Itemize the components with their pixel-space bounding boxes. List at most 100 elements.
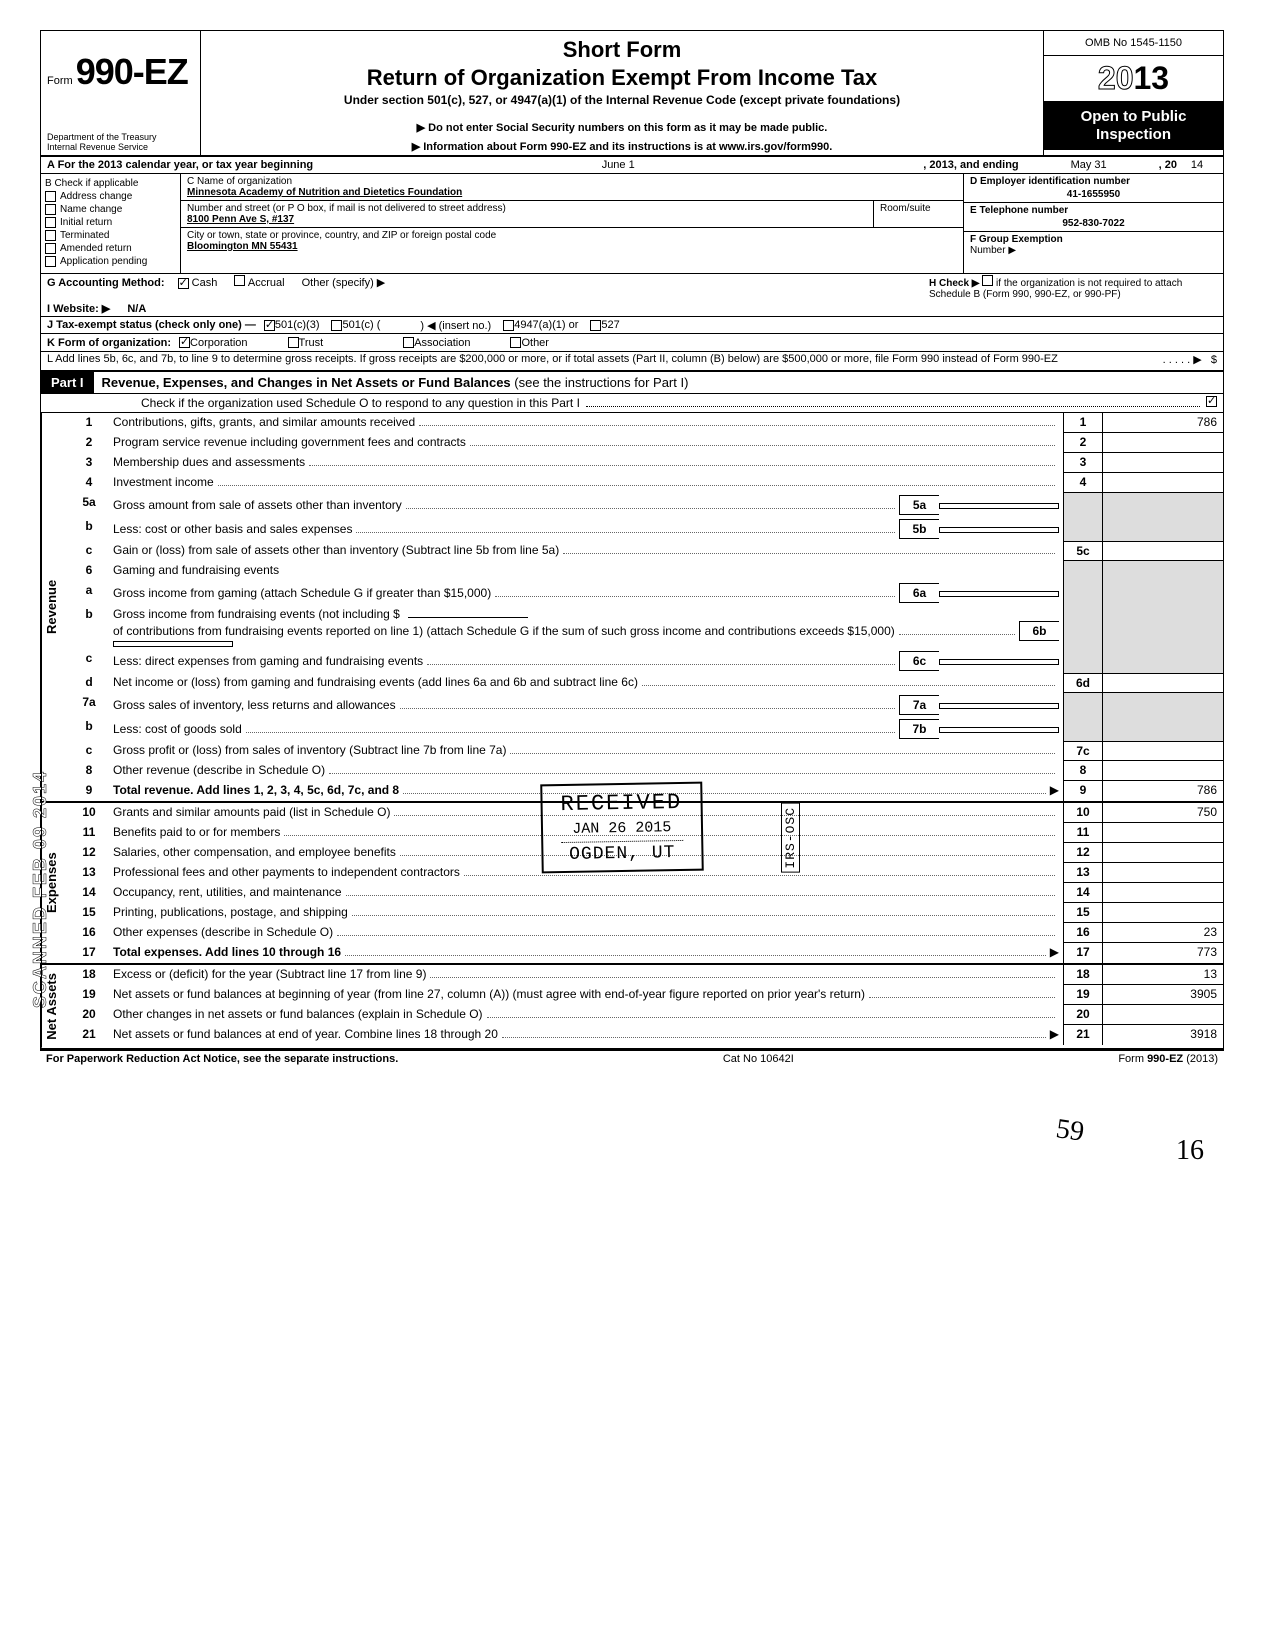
r5a-n: 5a bbox=[69, 493, 109, 517]
r5b-rn bbox=[1063, 517, 1103, 541]
j-501c3: 501(c)(3) bbox=[275, 319, 320, 331]
revenue-label: Revenue bbox=[41, 413, 69, 801]
i-label: I Website: ▶ bbox=[47, 303, 110, 315]
chk-name[interactable] bbox=[45, 204, 56, 215]
d-label: D Employer identification number bbox=[970, 176, 1130, 187]
r1-rn: 1 bbox=[1063, 413, 1103, 433]
r13-d: Professional fees and other payments to … bbox=[113, 865, 460, 879]
omb-number: OMB No 1545-1150 bbox=[1044, 31, 1223, 56]
r6a-in: 6a bbox=[899, 583, 939, 603]
r7b-n: b bbox=[69, 717, 109, 741]
room-label: Room/suite bbox=[873, 201, 963, 228]
r6a-iv bbox=[939, 591, 1059, 597]
lbl-name: Name change bbox=[60, 204, 122, 215]
r18-rn: 18 bbox=[1063, 965, 1103, 985]
j-label: J Tax-exempt status (check only one) — bbox=[47, 319, 256, 331]
r18-n: 18 bbox=[69, 965, 109, 985]
chk-other[interactable] bbox=[510, 337, 521, 348]
dept-irs: Internal Revenue Service bbox=[47, 143, 194, 153]
g-accrual: Accrual bbox=[248, 277, 285, 289]
sched-o-text: Check if the organization used Schedule … bbox=[141, 396, 580, 410]
r1-n: 1 bbox=[69, 413, 109, 433]
chk-4947[interactable] bbox=[503, 320, 514, 331]
r7a-in: 7a bbox=[899, 695, 939, 715]
r7b-iv bbox=[939, 727, 1059, 733]
chk-501c[interactable] bbox=[331, 320, 342, 331]
title-return: Return of Organization Exempt From Incom… bbox=[209, 65, 1035, 91]
r6d-d: Net income or (loss) from gaming and fun… bbox=[113, 675, 638, 689]
r6b-iv bbox=[113, 641, 233, 647]
k-other: Other bbox=[521, 337, 549, 349]
netassets-label: Net Assets bbox=[41, 965, 69, 1048]
r3-v bbox=[1103, 453, 1223, 473]
r9-v: 786 bbox=[1103, 781, 1223, 801]
form-number: Form 990-EZ bbox=[47, 51, 194, 93]
h-label: H Check ▶ bbox=[929, 278, 979, 289]
r15-n: 15 bbox=[69, 903, 109, 923]
k-label: K Form of organization: bbox=[47, 337, 171, 349]
c-city-label: City or town, state or province, country… bbox=[187, 230, 957, 241]
section-c: C Name of organization Minnesota Academy… bbox=[181, 174, 963, 273]
f-label: F Group Exemption bbox=[970, 234, 1063, 245]
r13-n: 13 bbox=[69, 863, 109, 883]
form-no: 990-EZ bbox=[76, 51, 188, 92]
r5a-v bbox=[1103, 493, 1223, 517]
lbl-terminated: Terminated bbox=[60, 230, 109, 241]
chk-amended[interactable] bbox=[45, 243, 56, 254]
part-i-title: Revenue, Expenses, and Changes in Net As… bbox=[102, 375, 511, 390]
public-inspection: Open to Public Inspection bbox=[1044, 102, 1223, 150]
c-name-label: C Name of organization bbox=[187, 176, 957, 187]
chk-527[interactable] bbox=[590, 320, 601, 331]
expenses-label: Expenses bbox=[41, 803, 69, 963]
chk-cash[interactable] bbox=[178, 278, 189, 289]
r7b-d: Less: cost of goods sold bbox=[113, 722, 242, 736]
org-city: Bloomington MN 55431 bbox=[187, 241, 957, 252]
f-label2: Number ▶ bbox=[970, 245, 1016, 256]
chk-trust[interactable] bbox=[288, 337, 299, 348]
r12-rn: 12 bbox=[1063, 843, 1103, 863]
title-short-form: Short Form bbox=[209, 37, 1035, 63]
r21-v: 3918 bbox=[1103, 1025, 1223, 1045]
info-note: ▶ Information about Form 990-EZ and its … bbox=[209, 140, 1035, 153]
r20-n: 20 bbox=[69, 1005, 109, 1025]
chk-corp[interactable] bbox=[179, 337, 190, 348]
r5b-in: 5b bbox=[899, 519, 939, 539]
chk-terminated[interactable] bbox=[45, 230, 56, 241]
r8-d: Other revenue (describe in Schedule O) bbox=[113, 763, 325, 777]
r5a-in: 5a bbox=[899, 495, 939, 515]
r6c-v bbox=[1103, 649, 1223, 673]
r6d-rn: 6d bbox=[1063, 673, 1103, 693]
r21-n: 21 bbox=[69, 1025, 109, 1045]
chk-h[interactable] bbox=[982, 275, 993, 286]
r13-rn: 13 bbox=[1063, 863, 1103, 883]
chk-accrual[interactable] bbox=[234, 275, 245, 286]
r5a-iv bbox=[939, 503, 1059, 509]
ein: 41-1655950 bbox=[970, 189, 1217, 200]
r5c-d: Gain or (loss) from sale of assets other… bbox=[113, 543, 559, 557]
r1-d: Contributions, gifts, grants, and simila… bbox=[113, 415, 415, 429]
line-a-yy: 14 bbox=[1177, 159, 1217, 171]
chk-initial[interactable] bbox=[45, 217, 56, 228]
r5b-v bbox=[1103, 517, 1223, 541]
line-a-end: May 31 bbox=[1019, 159, 1159, 171]
r7b-rn bbox=[1063, 717, 1103, 741]
r6b-d2: of contributions from fundraising events… bbox=[113, 624, 895, 638]
e-label: E Telephone number bbox=[970, 205, 1068, 216]
sched-o-line: Check if the organization used Schedule … bbox=[41, 394, 1223, 413]
r5b-n: b bbox=[69, 517, 109, 541]
chk-sched-o[interactable] bbox=[1206, 396, 1217, 407]
g-cash: Cash bbox=[192, 277, 218, 289]
r6-d: Gaming and fundraising events bbox=[113, 563, 279, 577]
website: N/A bbox=[127, 303, 146, 315]
chk-assoc[interactable] bbox=[403, 337, 414, 348]
r7c-d: Gross profit or (loss) from sales of inv… bbox=[113, 743, 506, 757]
lbl-address: Address change bbox=[60, 191, 132, 202]
chk-address[interactable] bbox=[45, 191, 56, 202]
lbl-initial: Initial return bbox=[60, 217, 112, 228]
part-i-header: Part I Revenue, Expenses, and Changes in… bbox=[41, 370, 1223, 394]
chk-pending[interactable] bbox=[45, 256, 56, 267]
footer-left: For Paperwork Reduction Act Notice, see … bbox=[46, 1053, 398, 1065]
r15-rn: 15 bbox=[1063, 903, 1103, 923]
chk-501c3[interactable] bbox=[264, 320, 275, 331]
r3-rn: 3 bbox=[1063, 453, 1103, 473]
